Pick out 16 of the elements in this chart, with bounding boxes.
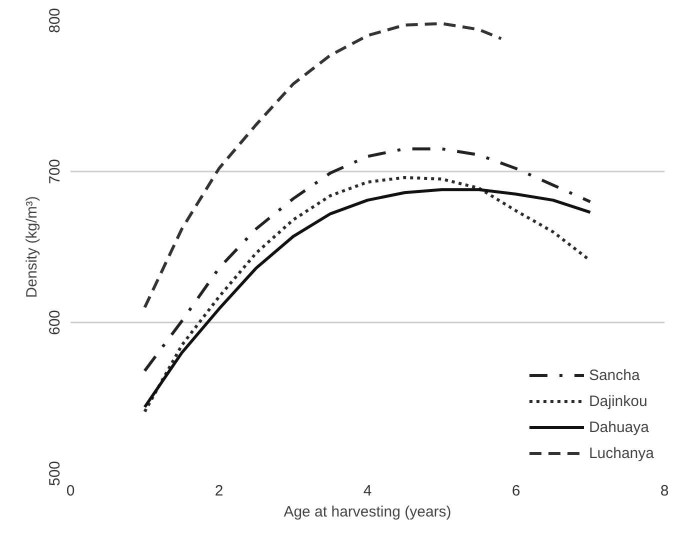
- x-tick-label: 2: [214, 482, 224, 500]
- x-tick-label: 4: [363, 482, 372, 500]
- y-tick-label: 800: [46, 8, 64, 34]
- y-tick-label: 700: [46, 158, 64, 184]
- legend-label: Sancha: [588, 366, 640, 384]
- legend-label: Dajinkou: [588, 392, 648, 410]
- x-tick-label: 0: [66, 482, 75, 500]
- x-tick-label: 6: [512, 482, 520, 500]
- x-axis-title: Age at harvesting (years): [284, 504, 452, 520]
- x-tick-label: 8: [660, 482, 669, 500]
- line-series: [143, 22, 503, 309]
- y-tick-label: 600: [46, 310, 64, 336]
- legend-label: Luchanya: [588, 444, 654, 462]
- y-axis-title: Density (kg/m³): [24, 196, 40, 298]
- y-tick-label: 500: [46, 460, 64, 486]
- legend-label: Dahuaya: [588, 418, 649, 436]
